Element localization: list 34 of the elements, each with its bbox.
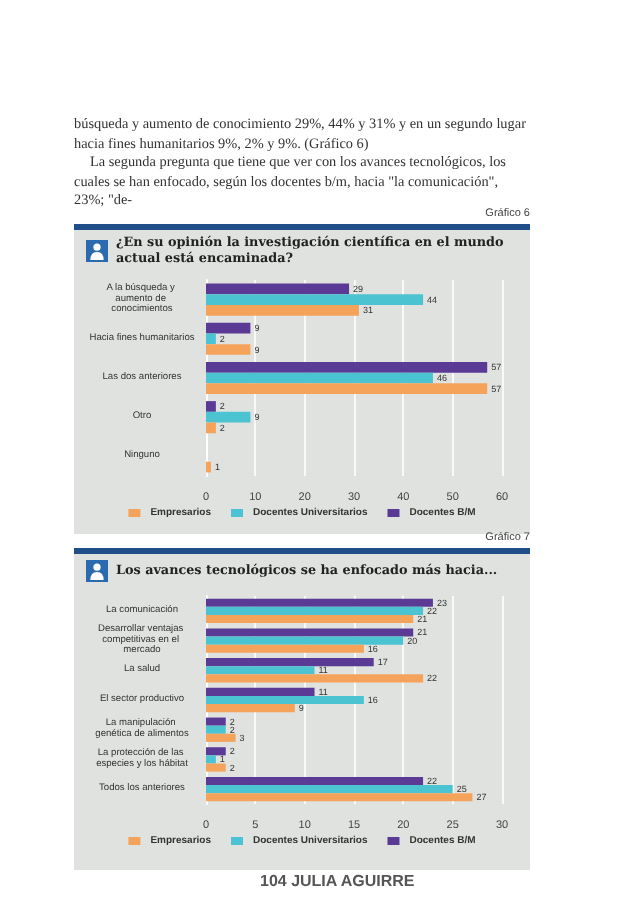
bar bbox=[206, 383, 488, 395]
bar bbox=[206, 704, 295, 713]
bar bbox=[206, 401, 216, 412]
bar bbox=[206, 614, 414, 624]
bar bbox=[206, 294, 424, 305]
bar bbox=[206, 644, 364, 653]
bar bbox=[206, 422, 216, 434]
bar bbox=[206, 344, 251, 355]
bar bbox=[206, 695, 364, 705]
bar bbox=[206, 785, 453, 794]
text: 104 JULIA AGUIRRE bbox=[260, 872, 415, 890]
bar bbox=[206, 283, 350, 295]
bar bbox=[206, 598, 433, 607]
bar bbox=[206, 687, 315, 696]
bar bbox=[206, 717, 226, 726]
bar bbox=[206, 304, 359, 316]
bar bbox=[206, 733, 236, 742]
bar bbox=[206, 725, 226, 734]
bar bbox=[206, 333, 216, 345]
bar bbox=[206, 411, 251, 423]
bar bbox=[206, 372, 433, 384]
bar bbox=[206, 658, 374, 667]
bar bbox=[206, 606, 424, 615]
bar bbox=[206, 361, 488, 373]
bar bbox=[206, 793, 473, 802]
bar bbox=[206, 747, 226, 756]
bar bbox=[206, 776, 424, 786]
bar bbox=[206, 674, 424, 683]
bar bbox=[206, 636, 404, 645]
bar bbox=[206, 628, 414, 637]
bar bbox=[206, 322, 251, 334]
bar bbox=[206, 666, 315, 675]
bar bbox=[206, 763, 226, 772]
bar bbox=[206, 755, 216, 764]
